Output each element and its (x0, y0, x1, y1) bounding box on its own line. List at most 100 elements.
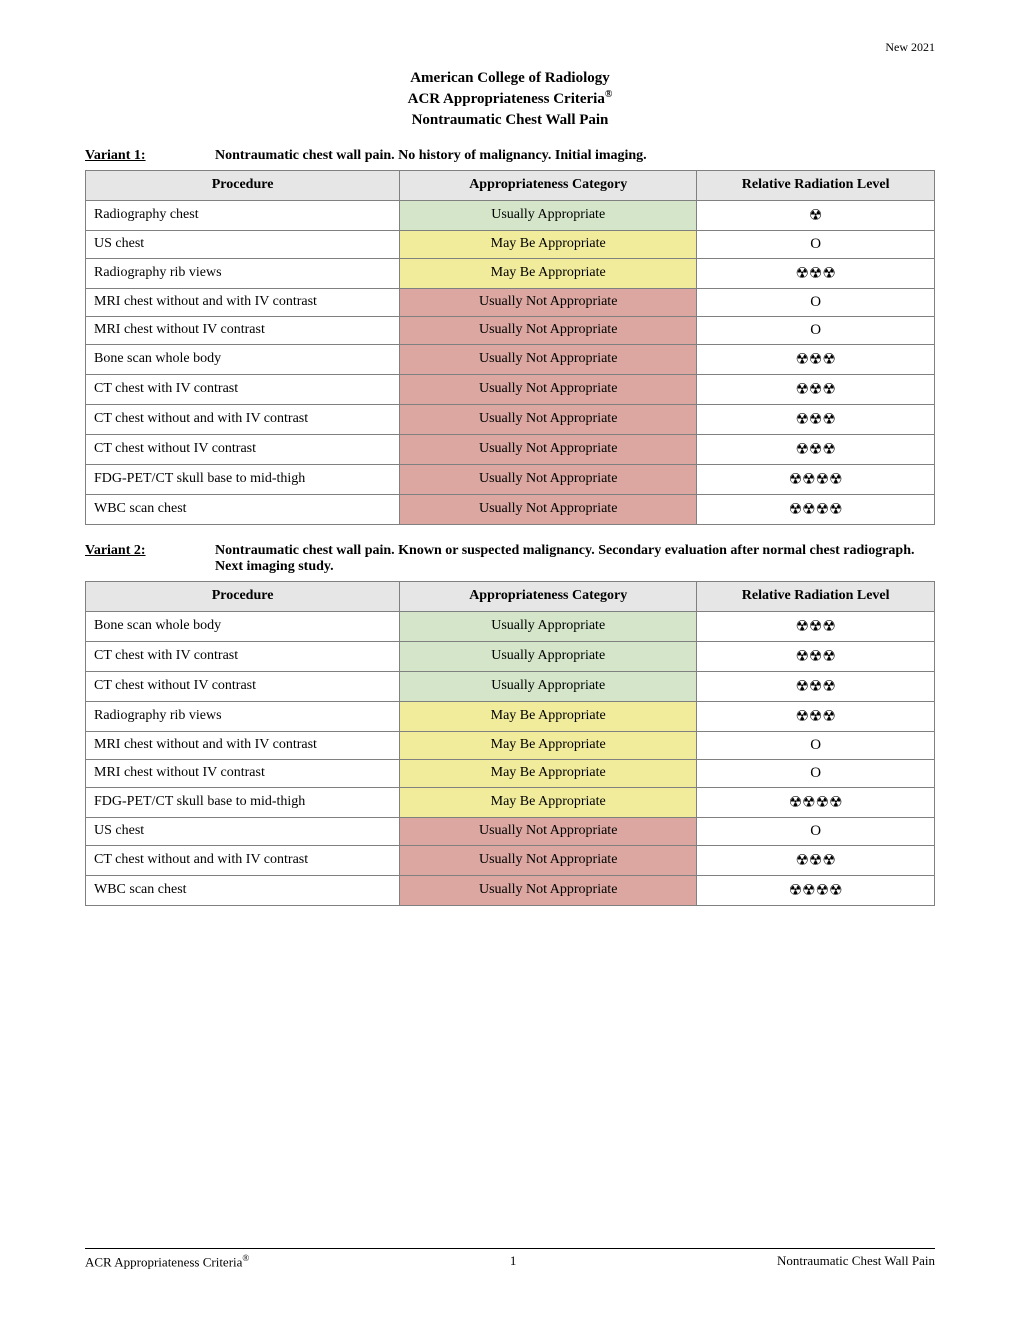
table-header-rrl: Relative Radiation Level (697, 170, 935, 200)
category-cell: Usually Not Appropriate (400, 875, 697, 905)
criteria-table: ProcedureAppropriateness CategoryRelativ… (85, 581, 935, 906)
footer-right: Nontraumatic Chest Wall Pain (777, 1253, 935, 1270)
category-cell: May Be Appropriate (400, 731, 697, 759)
variant-heading: Variant 1:Nontraumatic chest wall pain. … (85, 148, 935, 164)
page-footer: ACR Appropriateness Criteria® 1 Nontraum… (85, 1248, 935, 1270)
table-row: CT chest without and with IV contrastUsu… (86, 845, 935, 875)
table-row: Radiography rib viewsMay Be Appropriate☢… (86, 258, 935, 288)
variant-label: Variant 2: (85, 543, 215, 559)
procedure-cell: CT chest without and with IV contrast (86, 845, 400, 875)
category-cell: Usually Appropriate (400, 671, 697, 701)
procedure-cell: Radiography rib views (86, 701, 400, 731)
procedure-cell: WBC scan chest (86, 875, 400, 905)
category-cell: May Be Appropriate (400, 701, 697, 731)
procedure-cell: Radiography chest (86, 200, 400, 230)
radiation-level-cell: ☢☢☢ (697, 258, 935, 288)
radiation-level-cell: O (697, 759, 935, 787)
table-row: WBC scan chestUsually Not Appropriate☢☢☢… (86, 494, 935, 524)
radiation-level-cell: ☢☢☢ (697, 641, 935, 671)
category-cell: Usually Not Appropriate (400, 344, 697, 374)
radiation-level-cell: ☢☢☢☢ (697, 464, 935, 494)
table-row: CT chest with IV contrastUsually Appropr… (86, 641, 935, 671)
procedure-cell: CT chest with IV contrast (86, 641, 400, 671)
procedure-cell: CT chest with IV contrast (86, 374, 400, 404)
procedure-cell: Bone scan whole body (86, 344, 400, 374)
radiation-level-cell: ☢☢☢ (697, 611, 935, 641)
table-row: CT chest without IV contrastUsually Not … (86, 434, 935, 464)
table-header-rrl: Relative Radiation Level (697, 581, 935, 611)
category-cell: Usually Not Appropriate (400, 288, 697, 316)
category-cell: Usually Appropriate (400, 641, 697, 671)
radiation-level-cell: ☢☢☢ (697, 374, 935, 404)
table-header-category: Appropriateness Category (400, 581, 697, 611)
procedure-cell: MRI chest without and with IV contrast (86, 731, 400, 759)
radiation-level-cell: ☢☢☢☢ (697, 494, 935, 524)
category-cell: Usually Not Appropriate (400, 316, 697, 344)
radiation-level-cell: O (697, 288, 935, 316)
category-cell: Usually Appropriate (400, 200, 697, 230)
procedure-cell: FDG-PET/CT skull base to mid-thigh (86, 787, 400, 817)
category-cell: Usually Not Appropriate (400, 845, 697, 875)
category-cell: May Be Appropriate (400, 787, 697, 817)
table-header-category: Appropriateness Category (400, 170, 697, 200)
table-row: Bone scan whole bodyUsually Not Appropri… (86, 344, 935, 374)
table-row: CT chest without and with IV contrastUsu… (86, 404, 935, 434)
procedure-cell: MRI chest without and with IV contrast (86, 288, 400, 316)
footer-registered: ® (242, 1253, 249, 1263)
header-line-2: ACR Appropriateness Criteria® (85, 88, 935, 109)
header-line-2-text: ACR Appropriateness Criteria (408, 91, 605, 107)
category-cell: Usually Not Appropriate (400, 434, 697, 464)
radiation-level-cell: ☢☢☢ (697, 404, 935, 434)
header-line-1: American College of Radiology (85, 68, 935, 88)
footer-left-text: ACR Appropriateness Criteria (85, 1254, 242, 1269)
table-header-procedure: Procedure (86, 170, 400, 200)
page-header: American College of Radiology ACR Approp… (85, 68, 935, 130)
radiation-level-cell: O (697, 731, 935, 759)
table-row: MRI chest without IV contrastUsually Not… (86, 316, 935, 344)
table-row: MRI chest without and with IV contrastUs… (86, 288, 935, 316)
radiation-level-cell: ☢☢☢☢ (697, 787, 935, 817)
category-cell: Usually Appropriate (400, 611, 697, 641)
criteria-table: ProcedureAppropriateness CategoryRelativ… (85, 170, 935, 525)
procedure-cell: US chest (86, 230, 400, 258)
table-row: CT chest with IV contrastUsually Not App… (86, 374, 935, 404)
table-row: Radiography chestUsually Appropriate☢ (86, 200, 935, 230)
procedure-cell: CT chest without and with IV contrast (86, 404, 400, 434)
table-row: Radiography rib viewsMay Be Appropriate☢… (86, 701, 935, 731)
category-cell: Usually Not Appropriate (400, 374, 697, 404)
radiation-level-cell: O (697, 316, 935, 344)
procedure-cell: MRI chest without IV contrast (86, 759, 400, 787)
table-row: MRI chest without and with IV contrastMa… (86, 731, 935, 759)
procedure-cell: Bone scan whole body (86, 611, 400, 641)
procedure-cell: MRI chest without IV contrast (86, 316, 400, 344)
variant-description: Nontraumatic chest wall pain. No history… (215, 148, 935, 164)
radiation-level-cell: ☢☢☢ (697, 845, 935, 875)
table-row: FDG-PET/CT skull base to mid-thighUsuall… (86, 464, 935, 494)
table-row: MRI chest without IV contrastMay Be Appr… (86, 759, 935, 787)
variant-block-1: Variant 1:Nontraumatic chest wall pain. … (85, 148, 935, 525)
procedure-cell: US chest (86, 817, 400, 845)
radiation-level-cell: O (697, 817, 935, 845)
variant-description: Nontraumatic chest wall pain. Known or s… (215, 543, 935, 575)
variant-heading: Variant 2:Nontraumatic chest wall pain. … (85, 543, 935, 575)
footer-left: ACR Appropriateness Criteria® (85, 1253, 249, 1270)
category-cell: Usually Not Appropriate (400, 817, 697, 845)
table-row: FDG-PET/CT skull base to mid-thighMay Be… (86, 787, 935, 817)
radiation-level-cell: ☢☢☢ (697, 701, 935, 731)
header-registered: ® (605, 89, 612, 100)
category-cell: May Be Appropriate (400, 230, 697, 258)
radiation-level-cell: ☢☢☢ (697, 434, 935, 464)
category-cell: Usually Not Appropriate (400, 404, 697, 434)
procedure-cell: Radiography rib views (86, 258, 400, 288)
procedure-cell: FDG-PET/CT skull base to mid-thigh (86, 464, 400, 494)
table-row: CT chest without IV contrastUsually Appr… (86, 671, 935, 701)
table-row: US chestMay Be AppropriateO (86, 230, 935, 258)
procedure-cell: CT chest without IV contrast (86, 671, 400, 701)
category-cell: Usually Not Appropriate (400, 494, 697, 524)
header-line-3: Nontraumatic Chest Wall Pain (85, 110, 935, 130)
radiation-level-cell: ☢☢☢☢ (697, 875, 935, 905)
radiation-level-cell: ☢ (697, 200, 935, 230)
category-cell: Usually Not Appropriate (400, 464, 697, 494)
procedure-cell: WBC scan chest (86, 494, 400, 524)
variant-label: Variant 1: (85, 148, 215, 164)
